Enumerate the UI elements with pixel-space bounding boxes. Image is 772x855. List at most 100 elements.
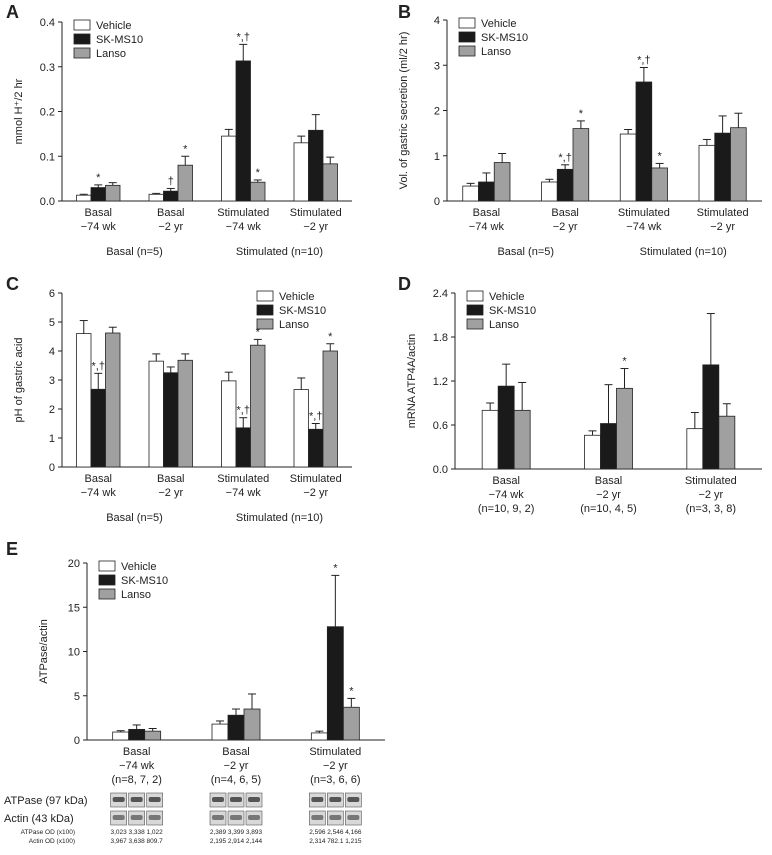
bar: [163, 190, 179, 202]
bar: [221, 135, 237, 202]
legend-label: Vehicle: [489, 291, 524, 303]
x-tick-label: Basal: [595, 475, 623, 487]
bar: [478, 181, 495, 202]
bar: [635, 81, 653, 202]
bar: [481, 409, 499, 470]
y-tick-label: 0.0: [40, 196, 55, 208]
x-tick-label: (n=3, 3, 8): [686, 503, 736, 515]
x-tick-label: Basal: [551, 207, 579, 219]
od-value: 2,914: [228, 838, 245, 845]
y-tick-label: 0.4: [40, 17, 55, 29]
y-tick-label: 1.8: [433, 332, 448, 344]
x-tick-label: −74 wk: [81, 487, 117, 499]
y-tick-label: 1.2: [433, 376, 448, 388]
y-tick-label: 2: [49, 404, 55, 416]
significance-mark: *: [349, 685, 354, 697]
x-tick-label: −74 wk: [119, 760, 155, 772]
bar: [144, 730, 162, 741]
y-tick-label: 3: [434, 60, 440, 72]
x-tick-label: −2 yr: [303, 221, 328, 233]
legend-swatch: [466, 318, 484, 330]
y-tick-label: 2.4: [433, 288, 448, 300]
x-tick-label: Basal: [157, 207, 185, 219]
legend-swatch: [73, 19, 91, 31]
legend-swatch: [466, 290, 484, 302]
x-tick-label: Basal: [157, 473, 185, 485]
legend-swatch: [256, 318, 274, 330]
x-tick-label: −74 wk: [226, 221, 262, 233]
legend-swatch: [458, 31, 476, 43]
significance-mark: *: [256, 167, 261, 179]
bar: [616, 387, 633, 470]
significance-mark: *: [579, 108, 584, 120]
od-value: 2,144: [246, 838, 263, 845]
y-tick-label: 0.1: [40, 151, 55, 163]
bar: [322, 163, 338, 202]
legend-label: Lanso: [96, 48, 126, 60]
y-axis-label: pH of gastric acid: [13, 338, 25, 423]
x-tick-label: −74 wk: [226, 487, 262, 499]
bar: [326, 626, 344, 741]
x-tick-label: Stimulated: [217, 207, 269, 219]
bar: [148, 360, 164, 468]
bar: [584, 434, 601, 470]
x-tick-label: −74 wk: [81, 221, 117, 233]
blot-band: [212, 815, 224, 820]
x-tick-label: Basal: [222, 746, 250, 758]
legend-swatch: [256, 304, 274, 316]
bar: [342, 706, 360, 741]
od-value: 1,022: [147, 829, 164, 836]
x-tick-label: Stimulated: [290, 207, 342, 219]
legend-label: Lanso: [279, 319, 309, 331]
od-value: 782.1: [327, 838, 344, 845]
blot-band: [347, 815, 360, 820]
x-tick-label: −74 wk: [489, 489, 525, 501]
od-value: 809.7: [147, 838, 164, 845]
od-value: 3,967: [111, 838, 128, 845]
blot-band: [311, 797, 324, 802]
significance-mark: *: [328, 331, 333, 343]
bar: [651, 167, 668, 202]
x-tick-label: Stimulated: [685, 475, 737, 487]
y-tick-label: 6: [49, 288, 55, 300]
y-axis-label: Vol. of gastric secretion (ml/2 hr): [398, 32, 410, 190]
blot-band: [329, 815, 342, 820]
od-label: ATPase OD (x100): [21, 829, 75, 836]
legend-swatch: [466, 304, 484, 316]
bar: [308, 129, 324, 202]
bar: [250, 344, 266, 468]
x-tick-label: −2 yr: [553, 221, 578, 233]
bar: [600, 423, 617, 470]
x-tick-label: −2 yr: [303, 487, 328, 499]
od-value: 3,338: [129, 829, 146, 836]
bar: [221, 380, 237, 468]
bar: [235, 427, 251, 468]
y-tick-label: 20: [68, 558, 80, 570]
y-axis-label: mRNA ATP4A/actin: [406, 334, 418, 429]
bar: [105, 184, 121, 202]
legend-label: Vehicle: [96, 20, 131, 32]
panel-label: B: [398, 2, 411, 22]
od-value: 2,195: [210, 838, 227, 845]
legend-label: Lanso: [489, 319, 519, 331]
x-tick-label: (n=3, 6, 6): [310, 774, 360, 786]
bar: [513, 409, 531, 470]
significance-mark: *,†: [558, 152, 571, 164]
legend-swatch: [73, 47, 91, 59]
significance-mark: *: [622, 356, 627, 368]
bar: [235, 60, 251, 202]
bar: [128, 728, 146, 741]
significance-mark: *: [657, 150, 662, 162]
y-axis-label: mmol H⁺/2 hr: [13, 78, 25, 144]
legend-label: SK-MS10: [481, 32, 528, 44]
group-label: Basal (n=5): [497, 246, 554, 258]
y-tick-label: 0.6: [433, 420, 448, 432]
blot-label: ATPase (97 kDa): [4, 795, 88, 807]
legend-swatch: [73, 33, 91, 45]
x-tick-label: −2 yr: [596, 489, 621, 501]
od-value: 2,596: [309, 829, 326, 836]
bar: [572, 128, 590, 202]
x-tick-label: Basal: [84, 207, 112, 219]
y-tick-label: 0: [49, 462, 55, 474]
